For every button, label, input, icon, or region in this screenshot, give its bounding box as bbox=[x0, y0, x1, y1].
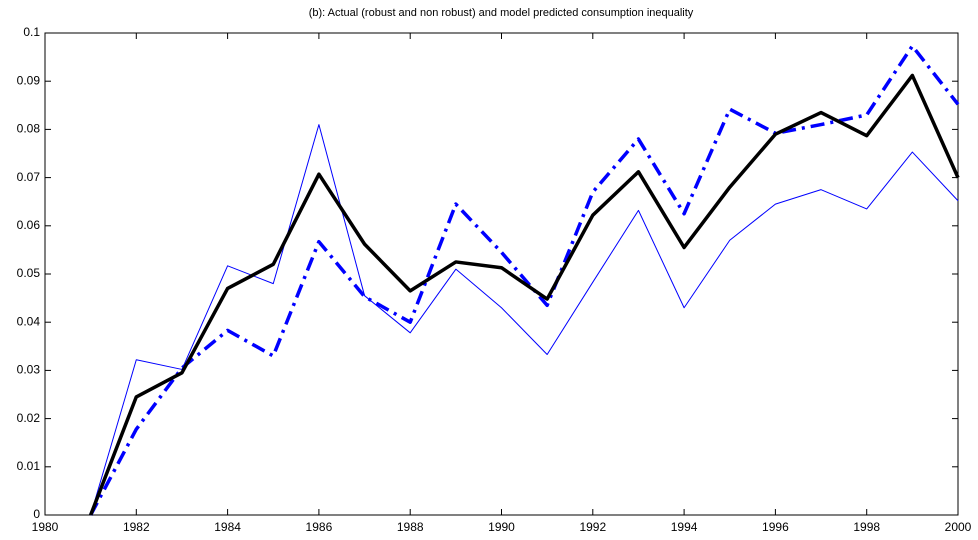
chart-title: (b): Actual (robust and non robust) and … bbox=[309, 7, 694, 19]
y-tick-label: 0.02 bbox=[17, 411, 41, 425]
plot-frame bbox=[44, 32, 959, 516]
y-tick-label: 0.07 bbox=[17, 170, 41, 184]
y-tick-label: 0.05 bbox=[17, 266, 41, 280]
series-line bbox=[89, 73, 960, 516]
y-tick-label: 0.09 bbox=[17, 73, 41, 87]
x-tick-label: 1990 bbox=[488, 520, 515, 534]
y-tick-label: 0.1 bbox=[23, 25, 40, 39]
series-line bbox=[89, 44, 960, 516]
y-tick-label: 0.06 bbox=[17, 218, 41, 232]
y-tick-label: 0 bbox=[33, 507, 40, 521]
x-tick-label: 1992 bbox=[579, 520, 606, 534]
x-tick-label: 1996 bbox=[762, 520, 789, 534]
x-tick-label: 1982 bbox=[123, 520, 150, 534]
y-tick-label: 0.08 bbox=[17, 122, 41, 136]
x-tick-label: 1998 bbox=[853, 520, 880, 534]
x-tick-label: 1986 bbox=[306, 520, 333, 534]
x-tick-label: 1984 bbox=[214, 520, 241, 534]
y-tick-label: 0.03 bbox=[17, 363, 41, 377]
x-tick-label: 2000 bbox=[945, 520, 972, 534]
x-tick-label: 1994 bbox=[671, 520, 698, 534]
y-tick-label: 0.04 bbox=[17, 314, 41, 328]
series-line bbox=[90, 124, 959, 516]
x-tick-label: 1980 bbox=[32, 520, 59, 534]
x-tick-label: 1988 bbox=[397, 520, 424, 534]
y-tick-label: 0.01 bbox=[17, 459, 41, 473]
